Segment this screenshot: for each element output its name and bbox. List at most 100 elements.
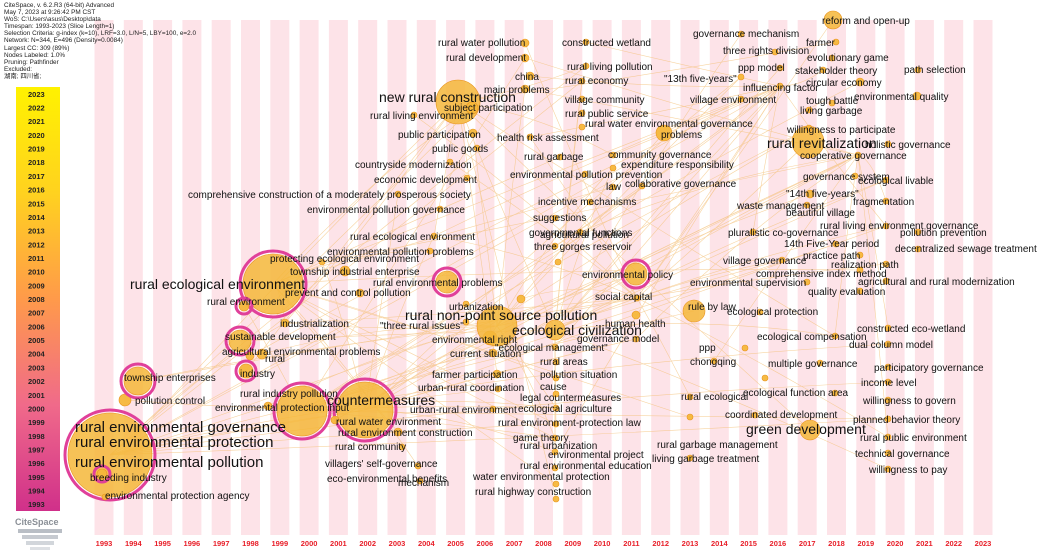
keyword-label[interactable]: "14th five-years" [786,189,859,200]
keyword-node[interactable] [332,377,398,443]
keyword-label[interactable]: practice path [803,251,860,262]
keyword-node[interactable] [552,358,560,366]
keyword-label[interactable]: pluralistic co-governance [728,228,839,239]
keyword-label[interactable]: rural ecological environment [350,232,475,243]
keyword-node[interactable] [462,318,470,326]
keyword-node[interactable] [426,247,434,255]
keyword-label[interactable]: township industrial enterprise [290,267,420,278]
keyword-node[interactable] [551,464,559,472]
keyword-label[interactable]: comprehensive index method [756,269,887,280]
keyword-node[interactable] [544,319,566,341]
keyword-label[interactable]: green development [746,421,866,437]
keyword-label[interactable]: rural ecological [681,392,748,403]
keyword-label[interactable]: suggestions [533,213,586,224]
keyword-label[interactable]: legal countermeasures [520,393,621,404]
keyword-node[interactable] [552,480,560,488]
keyword-node[interactable] [884,433,892,441]
keyword-node[interactable] [737,95,745,103]
keyword-node[interactable] [578,109,586,117]
keyword-node[interactable] [912,91,922,101]
keyword-label[interactable]: agricultural environmental problems [222,347,380,358]
keyword-node[interactable] [436,205,444,213]
keyword-node[interactable] [884,449,892,457]
keyword-label[interactable]: ecological livable [858,176,934,187]
keyword-node[interactable] [638,182,646,190]
keyword-label[interactable]: ppp [699,343,716,354]
keyword-label[interactable]: village governance [723,256,807,267]
keyword-label[interactable]: beautiful village [786,208,855,219]
keyword-label[interactable]: environmental pollution governance [307,205,465,216]
keyword-label[interactable]: influencing factor [743,83,819,94]
keyword-node[interactable] [803,201,811,209]
keyword-node[interactable] [884,378,892,386]
keyword-node[interactable] [582,38,590,46]
keyword-node[interactable] [856,287,864,295]
keyword-label[interactable]: cause [540,382,567,393]
keyword-label[interactable]: industry [240,369,275,380]
keyword-label[interactable]: environmental project [548,450,644,461]
keyword-label[interactable]: holistic governance [865,140,951,151]
keyword-label[interactable]: environmental right [432,335,517,346]
keyword-node[interactable] [416,477,424,485]
keyword-label[interactable]: pollution situation [540,370,617,381]
keyword-node[interactable] [410,111,418,119]
keyword-label[interactable]: ecological function area [743,388,849,399]
keyword-node[interactable] [856,266,864,274]
keyword-label[interactable]: environmental quality [854,92,949,103]
keyword-node[interactable] [819,66,827,74]
keyword-node[interactable] [609,183,617,191]
keyword-node[interactable] [832,240,840,248]
keyword-node[interactable] [805,106,813,114]
keyword-label[interactable]: rural urbanization [520,441,597,452]
keyword-label[interactable]: rural living pollution [567,62,653,73]
keyword-node[interactable] [771,48,779,56]
keyword-node[interactable] [578,77,586,85]
keyword-label[interactable]: three gorges reservoir [534,242,632,253]
keyword-node[interactable] [446,158,454,166]
keyword-node[interactable] [882,260,890,268]
keyword-label[interactable]: rural garbage management [657,440,778,451]
keyword-label[interactable]: community governance [608,150,712,161]
keyword-node[interactable] [682,299,706,323]
keyword-label[interactable]: realization path [831,260,899,271]
keyword-label[interactable]: cooperative governance [800,151,907,162]
keyword-node[interactable] [816,359,824,367]
keyword-label[interactable]: subject participation [444,103,532,114]
keyword-label[interactable]: eco-environmental benefits [327,474,447,485]
keyword-label[interactable]: rural areas [540,357,588,368]
keyword-node[interactable] [398,443,406,451]
keyword-label[interactable]: rural ecological environment [130,276,305,292]
keyword-label[interactable]: rural public service [565,109,649,120]
keyword-node[interactable] [92,464,112,484]
keyword-label[interactable]: economic development [374,175,477,186]
keyword-node[interactable] [741,344,749,352]
keyword-label[interactable]: villagers' self-governance [325,459,438,470]
keyword-node[interactable] [339,265,351,277]
keyword-label[interactable]: health risk assessment [497,133,599,144]
keyword-label[interactable]: governmental functions [529,228,632,239]
keyword-label[interactable]: governance model [577,334,659,345]
keyword-label[interactable]: comprehensive construction of a moderate… [188,190,471,201]
keyword-node[interactable] [776,64,784,72]
keyword-node[interactable] [620,258,652,290]
keyword-node[interactable] [831,332,839,340]
keyword-node[interactable] [884,415,892,423]
keyword-label[interactable]: agricultural and rural modernization [858,277,1015,288]
keyword-label[interactable]: constructed eco-wetland [857,324,965,335]
keyword-label[interactable]: collaborative governance [625,179,737,190]
keyword-label[interactable]: industrialization [280,319,349,330]
keyword-node[interactable] [854,151,862,159]
keyword-node[interactable] [234,359,258,383]
keyword-node[interactable] [632,335,640,343]
keyword-node[interactable] [737,30,745,38]
keyword-node[interactable] [554,258,562,266]
keyword-node[interactable] [256,348,268,360]
keyword-label[interactable]: ecological agriculture [518,404,612,415]
keyword-node[interactable] [710,357,718,365]
keyword-node[interactable] [828,54,836,62]
keyword-label[interactable]: rural industry pollution [240,389,338,400]
keyword-node[interactable] [581,170,589,178]
keyword-label[interactable]: protecting ecological environment [270,254,419,265]
keyword-node[interactable] [462,300,470,308]
keyword-node[interactable] [578,95,586,103]
